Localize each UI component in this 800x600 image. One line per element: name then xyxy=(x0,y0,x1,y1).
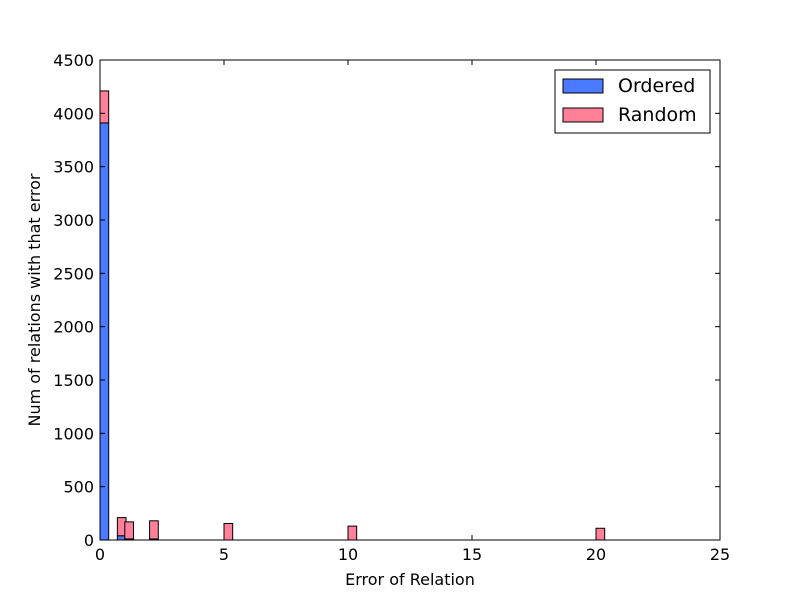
y-tick-label: 4000 xyxy=(53,104,94,123)
y-tick-label: 0 xyxy=(84,531,94,550)
legend: Ordered Random xyxy=(554,69,711,134)
x-tick-label: 15 xyxy=(462,545,482,564)
bar-random-4 xyxy=(223,522,234,541)
y-tick-label: 4500 xyxy=(53,51,94,70)
y-tick-label: 1000 xyxy=(53,424,94,443)
y-tick-label: 1500 xyxy=(53,371,94,390)
y-tick-label: 2500 xyxy=(53,264,94,283)
axes-group xyxy=(99,59,721,541)
bar-random-3 xyxy=(149,520,159,540)
bar-ordered-0 xyxy=(99,122,110,541)
y-axis-title: Num of relations with that error xyxy=(25,173,44,426)
bar-random-6 xyxy=(595,527,606,541)
x-tick-label: 10 xyxy=(338,545,358,564)
x-tick-label: 0 xyxy=(95,545,105,564)
ticks-group: 0 5 10 15 20 25 0 500 1000 1500 2000 2500 3000 3500 40… xyxy=(53,51,730,564)
legend-label-random: Random xyxy=(618,104,697,126)
bar-random-2 xyxy=(124,521,134,540)
bars-group xyxy=(99,90,606,541)
y-tick-label: 500 xyxy=(63,478,94,497)
y-tick-label: 2000 xyxy=(53,318,94,337)
y-tick-label: 3500 xyxy=(53,158,94,177)
x-tick-label: 5 xyxy=(219,545,229,564)
x-axis-title: Error of Relation xyxy=(345,570,475,589)
legend-swatch-ordered xyxy=(562,78,604,94)
legend-swatch-random xyxy=(562,107,604,123)
x-tick-label: 20 xyxy=(586,545,606,564)
bar-random-5 xyxy=(347,525,358,541)
y-tick-label: 3000 xyxy=(53,211,94,230)
bar-random-0 xyxy=(99,90,110,124)
plot-frame xyxy=(99,59,721,541)
legend-label-ordered: Ordered xyxy=(618,75,695,97)
x-tick-label: 25 xyxy=(710,545,730,564)
